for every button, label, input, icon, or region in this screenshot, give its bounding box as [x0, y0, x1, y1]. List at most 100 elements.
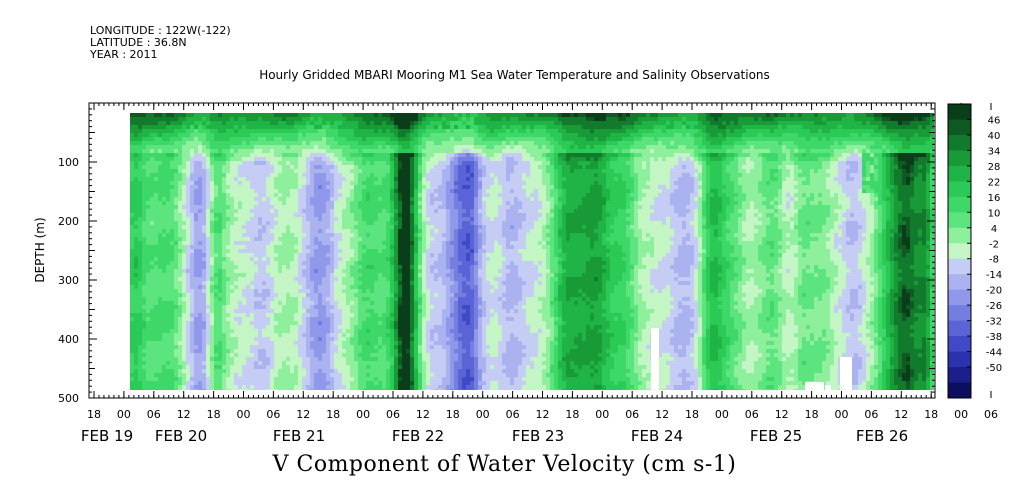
heatmap-cell [270, 113, 275, 118]
heatmap-cell [374, 193, 379, 198]
heatmap-cell [786, 185, 791, 190]
heatmap-cell [278, 173, 283, 178]
heatmap-cell [798, 137, 803, 142]
heatmap-cell [778, 205, 783, 210]
heatmap-cell [454, 165, 459, 170]
heatmap-cell [258, 141, 263, 146]
heatmap-cell [890, 121, 895, 126]
heatmap-cell [598, 169, 603, 174]
heatmap-cell [702, 161, 707, 166]
heatmap-cell [378, 181, 383, 186]
heatmap-cell [758, 165, 763, 170]
heatmap-cell [130, 205, 135, 210]
heatmap-cell [570, 129, 575, 134]
heatmap-cell [754, 153, 759, 158]
heatmap-cell [510, 177, 515, 182]
heatmap-cell [670, 165, 675, 170]
heatmap-cell [174, 181, 179, 186]
heatmap-cell [198, 197, 203, 202]
heatmap-cell [638, 205, 643, 210]
heatmap-cell [598, 145, 603, 150]
heatmap-cell [430, 185, 435, 190]
heatmap-cell [802, 133, 807, 138]
heatmap-cell [806, 169, 811, 174]
heatmap-cell [734, 197, 739, 202]
heatmap-cell [406, 201, 411, 206]
heatmap-cell [402, 181, 407, 186]
heatmap-cell [398, 205, 403, 210]
heatmap-cell [882, 141, 887, 146]
heatmap-cell [162, 137, 167, 142]
heatmap-cell [742, 117, 747, 122]
heatmap-cell [378, 161, 383, 166]
heatmap-cell [266, 149, 271, 154]
heatmap-cell [894, 189, 899, 194]
heatmap-cell [446, 129, 451, 134]
heatmap-cell [394, 205, 399, 210]
heatmap-cell [246, 113, 251, 118]
heatmap-cell [142, 181, 147, 186]
heatmap-cell [830, 129, 835, 134]
heatmap-cell [214, 177, 219, 182]
heatmap-cell [722, 209, 727, 214]
heatmap-cell [538, 133, 543, 138]
heatmap-cell [150, 161, 155, 166]
heatmap-cell [906, 197, 911, 202]
heatmap-cell [538, 129, 543, 134]
heatmap-cell [874, 141, 879, 146]
heatmap-cell [310, 165, 315, 170]
heatmap-cell [754, 125, 759, 130]
heatmap-cell [818, 121, 823, 126]
heatmap-cell [310, 201, 315, 206]
heatmap-cell [646, 189, 651, 194]
heatmap-cell [290, 169, 295, 174]
heatmap-cell [394, 149, 399, 154]
heatmap-cell [502, 165, 507, 170]
heatmap-cell [802, 125, 807, 130]
heatmap-cell [654, 193, 659, 198]
heatmap-cell [642, 197, 647, 202]
heatmap-cell [206, 117, 211, 122]
heatmap-cell [202, 157, 207, 162]
heatmap-cell [442, 193, 447, 198]
heatmap-cell [138, 177, 143, 182]
heatmap-cell [294, 169, 299, 174]
heatmap-cell [286, 125, 291, 130]
heatmap-cell [902, 205, 907, 210]
heatmap-cell [306, 205, 311, 210]
heatmap-cell [778, 133, 783, 138]
heatmap-cell [246, 181, 251, 186]
heatmap-cell [390, 197, 395, 202]
heatmap-cell [858, 153, 863, 158]
heatmap-cell [330, 157, 335, 162]
heatmap-cell [382, 209, 387, 214]
heatmap-cell [478, 165, 483, 170]
heatmap-cell [906, 141, 911, 146]
heatmap-cell [770, 197, 775, 202]
heatmap-cell [474, 201, 479, 206]
heatmap-cell [490, 205, 495, 210]
heatmap-cell [594, 189, 599, 194]
heatmap-cell [514, 193, 519, 198]
heatmap-cell [514, 181, 519, 186]
heatmap-cell [746, 193, 751, 198]
heatmap-cell [926, 129, 931, 134]
heatmap-cell [482, 177, 487, 182]
heatmap-cell [558, 197, 563, 202]
heatmap-cell [718, 145, 723, 150]
heatmap-cell [746, 169, 751, 174]
heatmap-cell [538, 153, 543, 158]
heatmap-cell [130, 209, 135, 214]
heatmap-cell [394, 137, 399, 142]
heatmap-cell [518, 193, 523, 198]
heatmap-cell [706, 185, 711, 190]
heatmap-cell [162, 145, 167, 150]
heatmap-cell [478, 145, 483, 150]
heatmap-cell [142, 205, 147, 210]
heatmap-cell [718, 165, 723, 170]
heatmap-cell [442, 145, 447, 150]
heatmap-cell [662, 117, 667, 122]
heatmap-cell [398, 141, 403, 146]
heatmap-cell [694, 205, 699, 210]
heatmap-cell [170, 145, 175, 150]
